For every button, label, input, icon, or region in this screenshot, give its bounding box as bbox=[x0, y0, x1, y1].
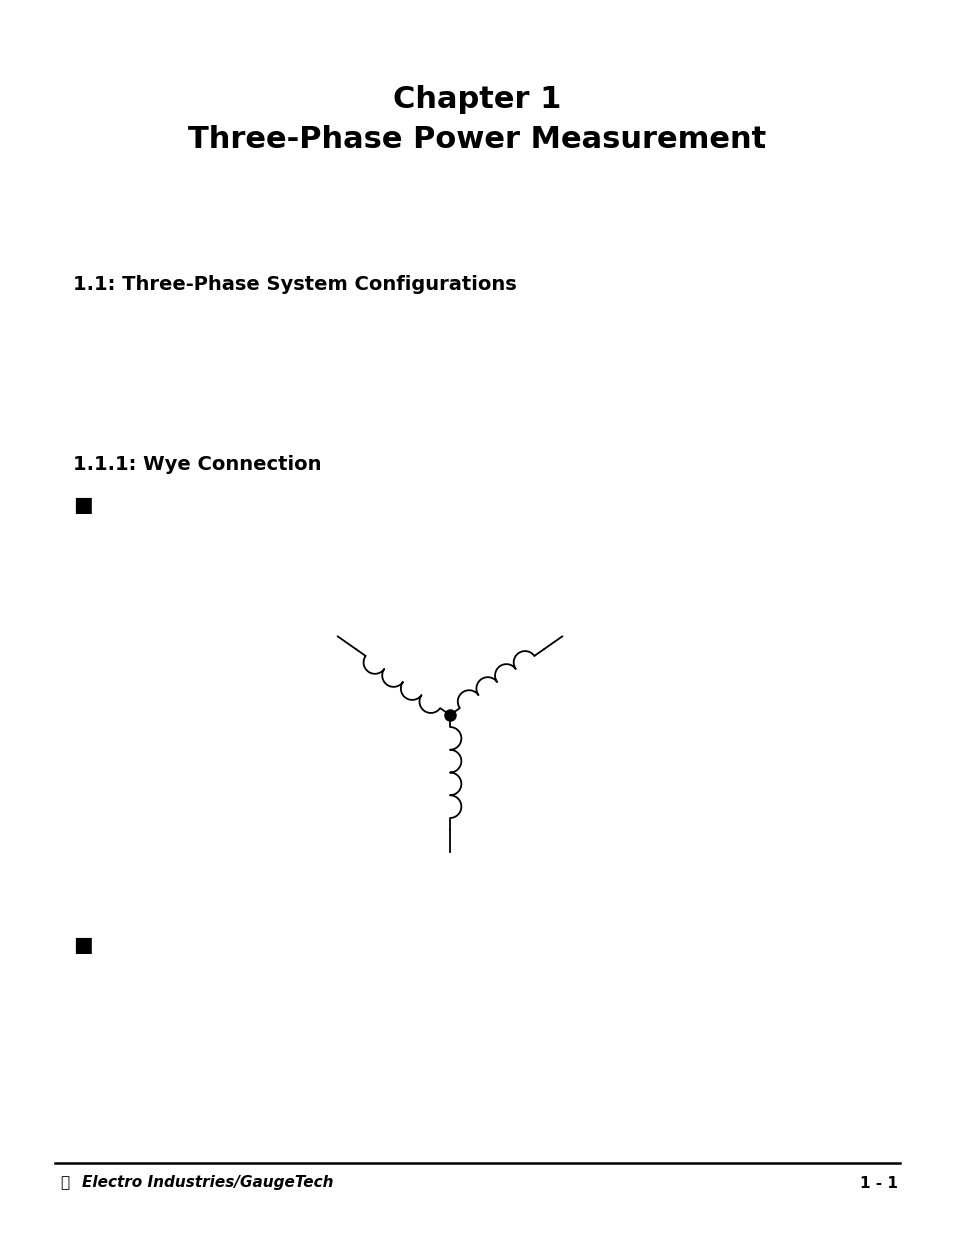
Text: 1.1.1: Wye Connection: 1.1.1: Wye Connection bbox=[73, 456, 321, 474]
Text: Three-Phase Power Measurement: Three-Phase Power Measurement bbox=[188, 126, 765, 154]
Text: ■: ■ bbox=[73, 495, 92, 515]
Text: Ⓠ: Ⓠ bbox=[60, 1176, 69, 1191]
Text: Chapter 1: Chapter 1 bbox=[393, 85, 560, 115]
Text: 1 - 1: 1 - 1 bbox=[860, 1176, 897, 1191]
Text: ■: ■ bbox=[73, 935, 92, 955]
Text: Electro Industries/GaugeTech: Electro Industries/GaugeTech bbox=[82, 1176, 334, 1191]
Text: 1.1: Three-Phase System Configurations: 1.1: Three-Phase System Configurations bbox=[73, 275, 517, 294]
